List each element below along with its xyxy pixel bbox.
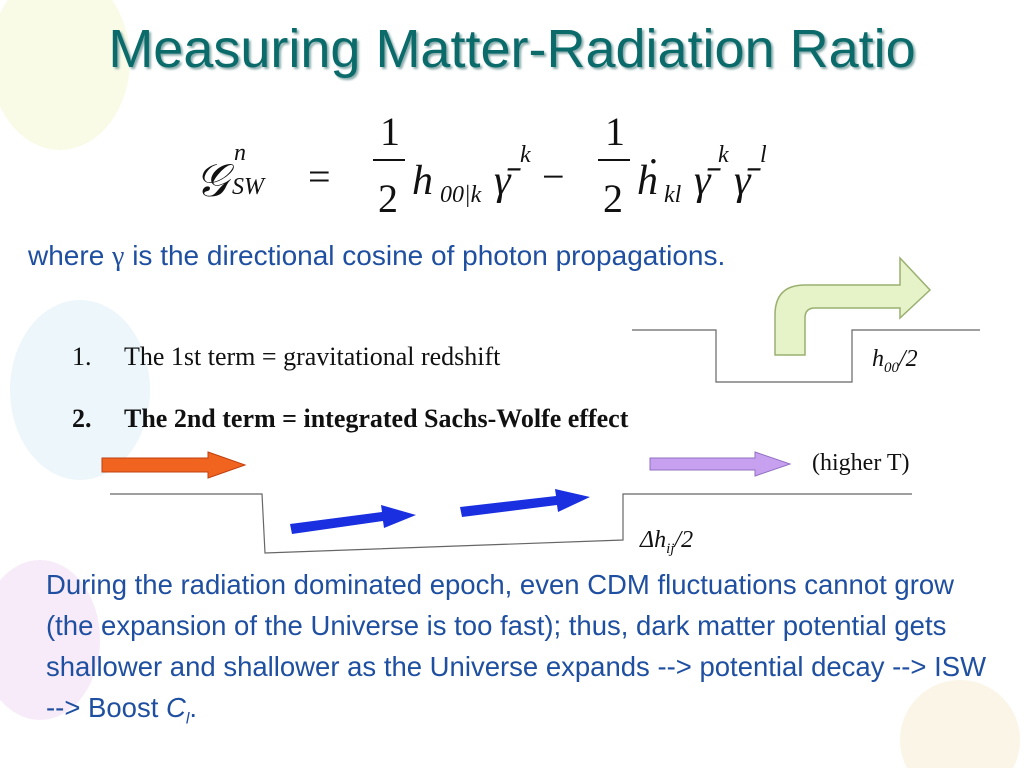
list-number: 2. bbox=[72, 404, 92, 433]
label-dhij: Δhij/2 bbox=[640, 527, 693, 558]
photon-arrow bbox=[290, 505, 416, 534]
potential-well-lower bbox=[110, 493, 912, 554]
label-h00: h00/2 bbox=[872, 346, 918, 377]
curved-arrow bbox=[774, 256, 932, 356]
eq-minus: − bbox=[542, 154, 565, 199]
eq-denominator: 2 bbox=[378, 176, 398, 221]
photon-arrow bbox=[649, 451, 792, 477]
text: /2 bbox=[899, 346, 918, 372]
symbol: C bbox=[165, 692, 186, 723]
text: is the directional cosine of photon prop… bbox=[124, 240, 726, 271]
eq-denominator: 2 bbox=[603, 176, 623, 221]
eq-gamma: γ̄ bbox=[494, 158, 522, 204]
eq-sup: k bbox=[520, 142, 531, 168]
eq-sup: k bbox=[718, 142, 729, 168]
potential-well-upper bbox=[632, 329, 980, 383]
list-item: The 1st term = gravitational redshift bbox=[124, 342, 501, 371]
where-line: where γ is the directional cosine of pho… bbox=[28, 240, 725, 273]
photon-arrow bbox=[101, 451, 247, 479]
eq-symbol: 𝒢 bbox=[195, 155, 235, 206]
paragraph: During the radiation dominated epoch, ev… bbox=[46, 564, 996, 740]
eq-sub: kl bbox=[664, 182, 682, 208]
eq-sub: 00|k bbox=[440, 182, 482, 208]
text: h bbox=[872, 346, 884, 372]
symbol: γ bbox=[112, 241, 125, 272]
eq-gamma: γ̄ bbox=[734, 158, 762, 204]
text: . bbox=[189, 692, 198, 723]
text: ij bbox=[666, 540, 675, 557]
text: During the radiation dominated epoch, ev… bbox=[46, 569, 987, 723]
text: where bbox=[28, 240, 113, 271]
photon-arrow bbox=[460, 489, 590, 517]
text: /2 bbox=[674, 527, 694, 553]
eq-sup: l bbox=[760, 142, 767, 168]
eq-base: h bbox=[412, 158, 433, 204]
eq-sup: n bbox=[234, 140, 246, 166]
eq-numerator: 1 bbox=[380, 109, 400, 154]
list-number: 1. bbox=[72, 342, 92, 371]
text: Δh bbox=[640, 527, 667, 553]
slide-title: Measuring Matter-Radiation Ratio bbox=[108, 19, 916, 79]
eq-equals: = bbox=[308, 154, 331, 199]
text: l bbox=[185, 710, 190, 728]
eq-numerator: 1 bbox=[605, 109, 625, 154]
text: 00 bbox=[884, 359, 899, 376]
list-item: The 2nd term = integrated Sachs-Wolfe ef… bbox=[124, 404, 629, 433]
eq-base: ḣ bbox=[637, 158, 658, 204]
eq-sub: SW bbox=[232, 174, 266, 200]
label-higher-t: (higher T) bbox=[812, 450, 910, 476]
equation: 𝒢 n SW = 1 2 h 00|k γ̄ k − 1 2 ḣ kl γ̄ k… bbox=[195, 109, 767, 221]
